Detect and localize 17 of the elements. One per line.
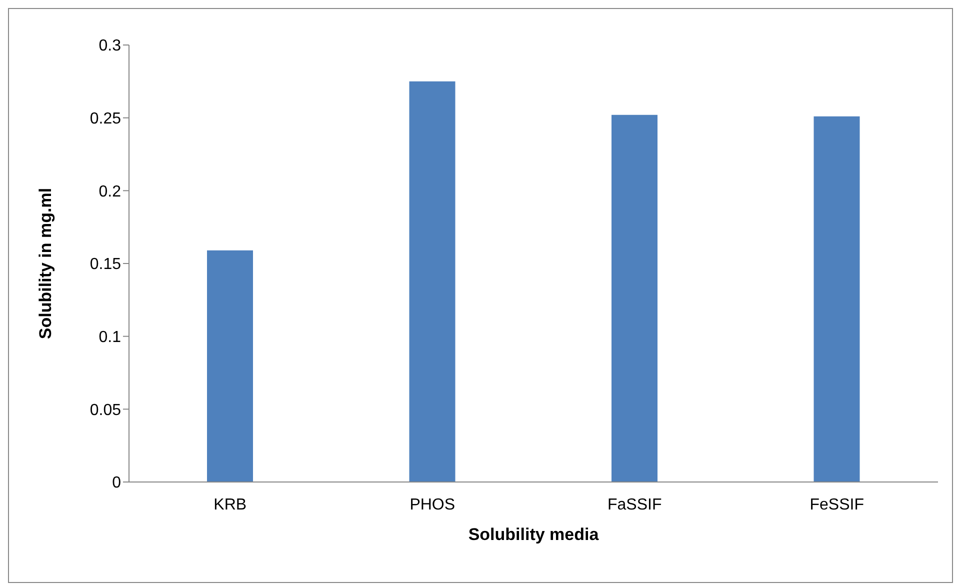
y-tick-label: 0.3 bbox=[98, 38, 122, 55]
y-tick-label: 0.15 bbox=[90, 256, 122, 274]
x-tick-label: FaSSIF bbox=[608, 496, 662, 514]
bar bbox=[612, 114, 658, 482]
bar bbox=[207, 250, 253, 482]
x-tick-label: KRB bbox=[214, 496, 247, 514]
y-axis-title: Solubility in mg.ml bbox=[36, 188, 56, 340]
y-tick-label: 0 bbox=[112, 474, 122, 492]
x-tick-label: PHOS bbox=[410, 496, 456, 514]
y-tick-label: 0.2 bbox=[98, 183, 122, 200]
y-tick-label: 0.1 bbox=[98, 329, 122, 346]
x-axis-title: Solubility media bbox=[468, 525, 600, 544]
bar bbox=[409, 81, 456, 482]
bar bbox=[814, 116, 860, 482]
y-tick-label: 0.05 bbox=[90, 402, 122, 419]
x-tick-label: FeSSIF bbox=[810, 496, 864, 514]
y-tick-label: 0.25 bbox=[90, 110, 122, 128]
